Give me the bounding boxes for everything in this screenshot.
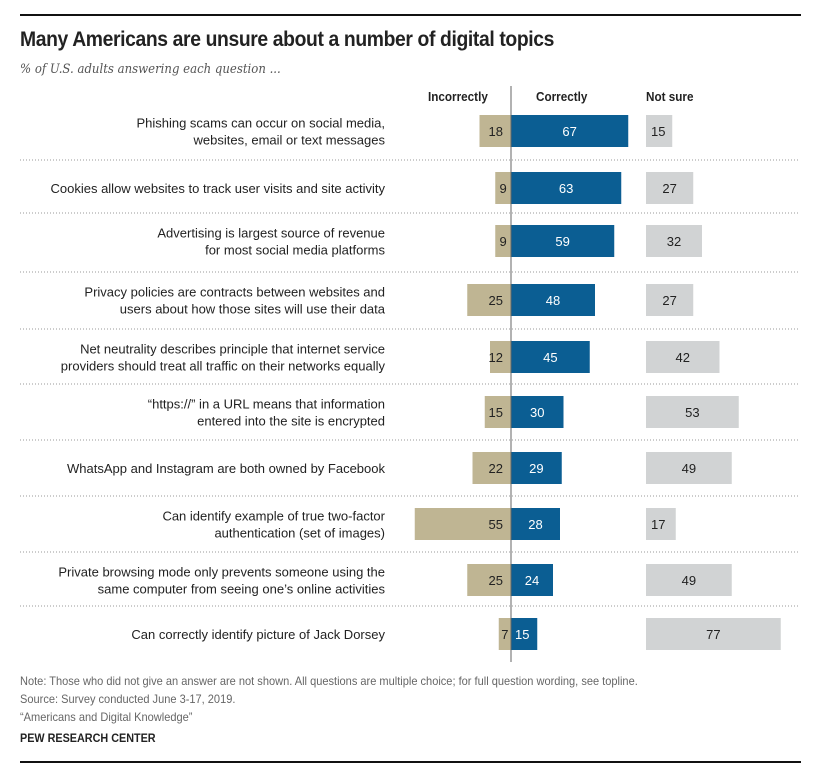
value-label-incorrectly: 18 (489, 124, 503, 139)
value-label-not-sure: 17 (651, 517, 665, 532)
value-label-correctly: 30 (530, 405, 544, 420)
header-correctly: Correctly (536, 89, 588, 104)
category-label: for most social media platforms (205, 243, 385, 258)
category-label: Privacy policies are contracts between w… (84, 285, 385, 300)
chart-subtitle: % of U.S. adults answering each question… (20, 62, 281, 77)
bar-not-sure (646, 341, 720, 373)
bar-incorrectly (490, 341, 511, 373)
category-label: users about how those sites will use the… (120, 302, 386, 317)
top-rule (20, 14, 801, 16)
category-label: Can identify example of true two-factor (162, 509, 385, 524)
value-label-correctly: 15 (515, 627, 529, 642)
bottom-rule (20, 761, 801, 763)
category-label: WhatsApp and Instagram are both owned by… (67, 461, 385, 476)
value-label-not-sure: 49 (682, 573, 696, 588)
value-label-not-sure: 53 (685, 405, 699, 420)
value-label-correctly: 67 (562, 124, 576, 139)
category-label: Cookies allow websites to track user vis… (50, 181, 385, 196)
bar-correctly (511, 396, 564, 428)
category-label: providers should treat all traffic on th… (61, 359, 386, 374)
value-label-incorrectly: 9 (500, 181, 507, 196)
category-label: Phishing scams can occur on social media… (136, 116, 385, 131)
category-label: Net neutrality describes principle that … (80, 342, 385, 357)
bar-correctly (511, 618, 538, 650)
category-label: entered into the site is encrypted (197, 414, 385, 429)
bar-incorrectly (467, 284, 511, 316)
bar-not-sure (646, 115, 673, 147)
value-label-incorrectly: 15 (489, 405, 503, 420)
bar-correctly (511, 452, 562, 484)
bar-correctly (511, 225, 615, 257)
category-label: Advertising is largest source of revenue (157, 226, 385, 241)
bar-correctly (511, 564, 553, 596)
value-label-correctly: 24 (525, 573, 539, 588)
value-label-not-sure: 32 (667, 234, 681, 249)
value-label-incorrectly: 22 (489, 461, 503, 476)
category-label: “https://” in a URL means that informati… (148, 397, 385, 412)
value-label-correctly: 59 (555, 234, 569, 249)
report-title: “Americans and Digital Knowledge” (20, 710, 193, 724)
bar-incorrectly (495, 172, 511, 204)
chart-title: Many Americans are unsure about a number… (20, 28, 555, 51)
header-incorrectly: Incorrectly (428, 89, 488, 104)
value-label-not-sure: 15 (651, 124, 665, 139)
bar-correctly (511, 284, 595, 316)
bar-correctly (511, 115, 629, 147)
bar-not-sure (646, 618, 781, 650)
value-label-correctly: 45 (543, 350, 557, 365)
category-label: same computer from seeing one’s online a… (98, 582, 386, 597)
bar-not-sure (646, 508, 676, 540)
bar-not-sure (646, 225, 702, 257)
value-label-correctly: 63 (559, 181, 573, 196)
value-label-correctly: 48 (546, 293, 560, 308)
value-label-incorrectly: 12 (489, 350, 503, 365)
value-label-not-sure: 27 (662, 181, 676, 196)
bar-not-sure (646, 452, 732, 484)
bar-not-sure (646, 564, 732, 596)
category-label: websites, email or text messages (193, 133, 386, 148)
value-label-incorrectly: 55 (489, 517, 503, 532)
value-label-not-sure: 42 (676, 350, 690, 365)
category-label: Can correctly identify picture of Jack D… (131, 627, 385, 642)
bar-incorrectly (498, 618, 511, 650)
bar-not-sure (646, 396, 739, 428)
value-label-correctly: 28 (528, 517, 542, 532)
source-text: Source: Survey conducted June 3-17, 2019… (20, 692, 236, 706)
value-label-not-sure: 49 (682, 461, 696, 476)
note-text: Note: Those who did not give an answer a… (20, 674, 638, 688)
value-label-incorrectly: 7 (501, 627, 508, 642)
category-label: Private browsing mode only prevents some… (58, 565, 385, 580)
bar-incorrectly (495, 225, 511, 257)
value-label-correctly: 29 (529, 461, 543, 476)
bar-incorrectly (484, 396, 511, 428)
category-label: authentication (set of images) (214, 526, 385, 541)
value-label-incorrectly: 25 (489, 293, 503, 308)
value-label-incorrectly: 25 (489, 573, 503, 588)
bar-incorrectly (472, 452, 511, 484)
bar-correctly (511, 341, 590, 373)
source-org: PEW RESEARCH CENTER (20, 731, 156, 745)
bar-incorrectly (479, 115, 511, 147)
bar-correctly (511, 508, 560, 540)
bar-incorrectly (467, 564, 511, 596)
bar-not-sure (646, 284, 694, 316)
bar-correctly (511, 172, 622, 204)
value-label-not-sure: 27 (662, 293, 676, 308)
bar-not-sure (646, 172, 694, 204)
value-label-incorrectly: 9 (500, 234, 507, 249)
header-not-sure: Not sure (646, 89, 694, 104)
value-label-not-sure: 77 (706, 627, 720, 642)
bar-incorrectly (414, 508, 511, 540)
